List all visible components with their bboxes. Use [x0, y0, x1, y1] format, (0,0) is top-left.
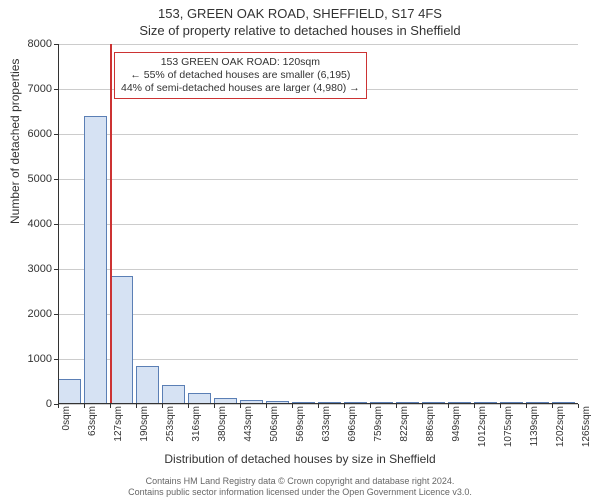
ytick-label: 5000 — [12, 173, 52, 185]
xtick-mark — [292, 404, 293, 408]
footer-line1: Contains HM Land Registry data © Crown c… — [0, 476, 600, 487]
gridline — [58, 359, 578, 360]
xtick-mark — [474, 404, 475, 408]
gridline — [58, 269, 578, 270]
xtick-mark — [136, 404, 137, 408]
xtick-label: 569sqm — [295, 406, 306, 442]
xtick-label: 759sqm — [373, 406, 384, 442]
xtick-mark — [318, 404, 319, 408]
xtick-mark — [110, 404, 111, 408]
xtick-mark — [422, 404, 423, 408]
xtick-label: 696sqm — [347, 406, 358, 442]
xtick-label: 1075sqm — [503, 406, 514, 447]
histogram-bar — [110, 276, 133, 404]
footer-attribution: Contains HM Land Registry data © Crown c… — [0, 476, 600, 498]
xtick-mark — [370, 404, 371, 408]
xtick-label: 443sqm — [243, 406, 254, 442]
xtick-label: 253sqm — [165, 406, 176, 442]
annotation-line3: 44% of semi-detached houses are larger (… — [121, 82, 360, 95]
footer-line2: Contains public sector information licen… — [0, 487, 600, 498]
annotation-line2: ← 55% of detached houses are smaller (6,… — [121, 69, 360, 82]
gridline — [58, 179, 578, 180]
xtick-label: 127sqm — [113, 406, 124, 442]
gridline — [58, 224, 578, 225]
histogram-bar — [136, 366, 159, 404]
xtick-mark — [84, 404, 85, 408]
xtick-label: 633sqm — [321, 406, 332, 442]
y-axis-line — [58, 44, 59, 404]
xtick-mark — [578, 404, 579, 408]
ytick-label: 3000 — [12, 263, 52, 275]
annotation-callout: 153 GREEN OAK ROAD: 120sqm ← 55% of deta… — [114, 52, 367, 99]
xtick-mark — [266, 404, 267, 408]
xtick-label: 1202sqm — [555, 406, 566, 447]
xtick-mark — [162, 404, 163, 408]
xtick-mark — [58, 404, 59, 408]
xtick-mark — [214, 404, 215, 408]
annotation-line1: 153 GREEN OAK ROAD: 120sqm — [121, 56, 360, 69]
x-axis-label: Distribution of detached houses by size … — [0, 452, 600, 466]
xtick-mark — [552, 404, 553, 408]
xtick-label: 506sqm — [269, 406, 280, 442]
xtick-label: 190sqm — [139, 406, 150, 442]
xtick-label: 316sqm — [191, 406, 202, 442]
ytick-label: 6000 — [12, 128, 52, 140]
xtick-mark — [526, 404, 527, 408]
chart-title-address: 153, GREEN OAK ROAD, SHEFFIELD, S17 4FS — [0, 0, 600, 21]
property-marker-line — [110, 44, 112, 404]
x-axis-line — [58, 403, 578, 404]
xtick-mark — [188, 404, 189, 408]
xtick-label: 1265sqm — [581, 406, 592, 447]
xtick-label: 63sqm — [87, 406, 98, 436]
ytick-label: 0 — [12, 398, 52, 410]
ytick-label: 7000 — [12, 83, 52, 95]
ytick-label: 8000 — [12, 38, 52, 50]
ytick-label: 1000 — [12, 353, 52, 365]
gridline — [58, 44, 578, 45]
xtick-mark — [396, 404, 397, 408]
xtick-label: 1012sqm — [477, 406, 488, 447]
ytick-label: 4000 — [12, 218, 52, 230]
xtick-label: 380sqm — [217, 406, 228, 442]
gridline — [58, 134, 578, 135]
gridline — [58, 314, 578, 315]
xtick-label: 822sqm — [399, 406, 410, 442]
xtick-label: 886sqm — [425, 406, 436, 442]
chart-subtitle: Size of property relative to detached ho… — [0, 21, 600, 42]
ytick-label: 2000 — [12, 308, 52, 320]
xtick-mark — [344, 404, 345, 408]
histogram-bar — [58, 379, 81, 404]
xtick-label: 1139sqm — [529, 406, 540, 446]
xtick-mark — [500, 404, 501, 408]
xtick-label: 0sqm — [61, 406, 72, 430]
xtick-mark — [240, 404, 241, 408]
xtick-mark — [448, 404, 449, 408]
histogram-bar — [162, 385, 185, 404]
chart-plot-area: 0100020003000400050006000700080000sqm63s… — [58, 44, 578, 404]
histogram-bar — [84, 116, 107, 404]
xtick-label: 949sqm — [451, 406, 462, 442]
